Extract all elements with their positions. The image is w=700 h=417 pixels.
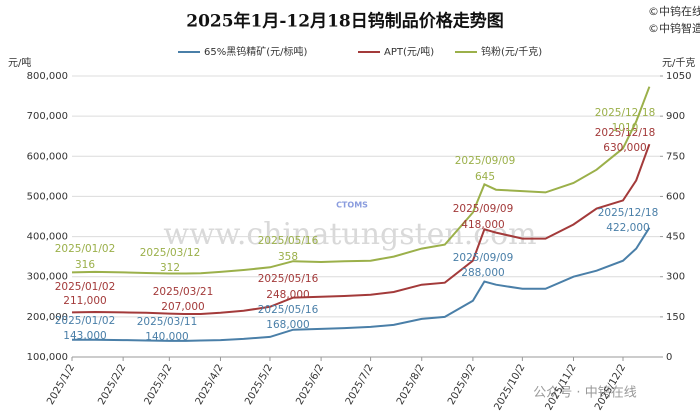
y2-tick-label: 0 (666, 352, 672, 363)
annotation-value: 630,000 (603, 142, 646, 154)
y-tick-label: 300,000 (27, 272, 68, 283)
y2-tick-label: 300 (666, 272, 685, 283)
y2-axis-label: 元/千克 (662, 57, 695, 69)
annotation-value: 143,000 (63, 330, 106, 342)
annotation-value: 248,000 (266, 289, 309, 301)
x-tick-label: 2025/5/2 (243, 363, 275, 407)
annotation-value: 1010 (612, 122, 639, 134)
annotation-date: 2025/09/09 (455, 155, 516, 167)
annotation-value: 422,000 (606, 222, 649, 234)
annotation-date: 2025/03/12 (140, 247, 201, 259)
legend-label: 钨粉(元/千克) (481, 45, 542, 58)
annotation-value: 418,000 (461, 219, 504, 231)
annotation-value: 140,000 (145, 331, 188, 343)
annotation-value: 358 (278, 251, 298, 263)
y2-tick-label: 1050 (666, 71, 691, 82)
annotation-date: 2025/01/02 (55, 281, 116, 293)
legend-label: 65%黑钨精矿(元/标吨) (204, 45, 307, 58)
x-tick-label: 2025/10/2 (492, 363, 527, 413)
annotation-value: 645 (475, 171, 495, 183)
y-axis-label: 元/吨 (8, 56, 31, 69)
x-tick-label: 2025/9/2 (446, 363, 478, 407)
source: 公众号 · 中钨在线 (533, 385, 636, 401)
y-tick-label: 200,000 (27, 312, 68, 323)
y2-tick-label: 150 (666, 312, 685, 323)
annotation-date: 2025/05/16 (258, 235, 319, 247)
copyright: ©中钨智造 (648, 21, 700, 35)
annotation-value: 316 (75, 259, 95, 271)
y-tick-label: 800,000 (27, 71, 68, 82)
annotation-date: 2025/05/16 (258, 273, 319, 285)
annotation-value: 207,000 (161, 301, 204, 313)
series-line (71, 86, 651, 275)
y-tick-label: 100,000 (27, 352, 68, 363)
x-tick-label: 2025/2/2 (96, 363, 128, 407)
annotation-value: 168,000 (266, 319, 309, 331)
y-tick-label: 500,000 (27, 191, 68, 202)
x-tick-label: 2025/3/2 (143, 363, 175, 407)
annotation-value: 288,000 (461, 267, 504, 279)
y2-tick-label: 750 (666, 151, 685, 162)
annotation-date: 2025/09/09 (453, 203, 514, 215)
annotation-date: 2025/03/11 (137, 316, 198, 328)
annotation-date: 2025/03/21 (153, 286, 214, 298)
x-tick-label: 2025/6/2 (294, 363, 326, 407)
annotation-date: 2025/01/02 (55, 315, 116, 327)
annotation-date: 2025/09/09 (453, 252, 514, 264)
annotation-date: 2025/01/02 (55, 243, 116, 255)
x-tick-label: 2025/8/2 (395, 363, 427, 407)
series-line (72, 227, 651, 342)
x-tick-label: 2025/1/2 (45, 363, 77, 407)
logo-text: CTOMS (336, 201, 368, 210)
x-tick-label: 2025/4/2 (194, 363, 226, 407)
annotation-date: 2025/12/18 (595, 127, 656, 139)
series-line (71, 143, 651, 315)
annotation-date: 2025/05/16 (258, 304, 319, 316)
annotation-value: 312 (160, 262, 180, 274)
chart-title: 2025年1月-12月18日钨制品价格走势图 (186, 11, 504, 32)
copyright: ©中钨在线 (648, 4, 700, 18)
annotation-value: 211,000 (63, 295, 106, 307)
watermark: www.chinatungsten.com (163, 217, 536, 252)
legend-label: APT(元/吨) (384, 45, 434, 58)
annotation-date: 2025/12/18 (595, 107, 656, 119)
y2-tick-label: 450 (666, 232, 685, 243)
x-tick-label: 2025/7/2 (344, 363, 376, 407)
y-tick-label: 400,000 (27, 232, 68, 243)
y2-tick-label: 600 (666, 191, 685, 202)
annotation-date: 2025/12/18 (598, 207, 659, 219)
y2-tick-label: 900 (666, 111, 685, 122)
y-tick-label: 600,000 (27, 151, 68, 162)
y-tick-label: 700,000 (27, 111, 68, 122)
